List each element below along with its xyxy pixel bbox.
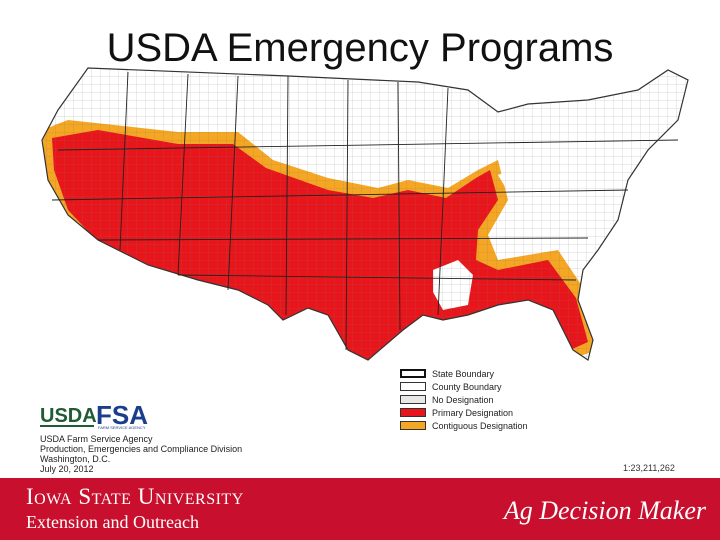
legend-label: State Boundary [432,369,495,379]
legend-swatch-county [400,382,426,391]
legend-swatch-state [400,369,426,378]
agency-name: USDA Farm Service Agency [40,434,153,444]
legend-swatch-none [400,395,426,404]
drought-designation-map [28,60,700,380]
legend-label: County Boundary [432,382,502,392]
map-date: July 20, 2012 [40,464,94,474]
state-boundaries [51,71,679,351]
legend-item: State Boundary [400,368,570,380]
map-legend: State Boundary County Boundary No Design… [400,368,570,466]
legend-item: Contiguous Designation [400,420,570,432]
footer-banner: Iowa State University Extension and Outr… [0,478,720,540]
extension-name: Extension and Outreach [26,512,199,532]
agency-block: USDA FSA FARM SERVICE AGENCY USDA Farm S… [40,398,320,474]
legend-item: Primary Designation [400,407,570,419]
us-map-fill [42,68,688,360]
svg-text:USDA: USDA [40,405,97,427]
us-map-svg [41,67,689,361]
svg-text:FARM SERVICE AGENCY: FARM SERVICE AGENCY [98,425,146,430]
ag-decision-maker-brand: Ag Decision Maker [503,496,706,525]
legend-item: County Boundary [400,381,570,393]
legend-label: Primary Designation [432,408,514,418]
usda-fsa-logo: USDA FSA FARM SERVICE AGENCY [40,400,148,430]
legend-label: Contiguous Designation [432,421,528,431]
slide-title: USDA Emergency Programs [106,26,614,70]
agency-location: Washington, D.C. [40,454,111,464]
legend-swatch-primary [400,408,426,417]
legend-item: No Designation [400,394,570,406]
legend-swatch-contiguous [400,421,426,430]
map-scale: 1:23,211,262 [623,463,675,473]
us-outline [41,67,689,361]
legend-label: No Designation [432,395,494,405]
university-name: Iowa State University [26,484,244,509]
agency-division: Production, Emergencies and Compliance D… [40,444,243,454]
svg-text:FSA: FSA [96,400,148,430]
